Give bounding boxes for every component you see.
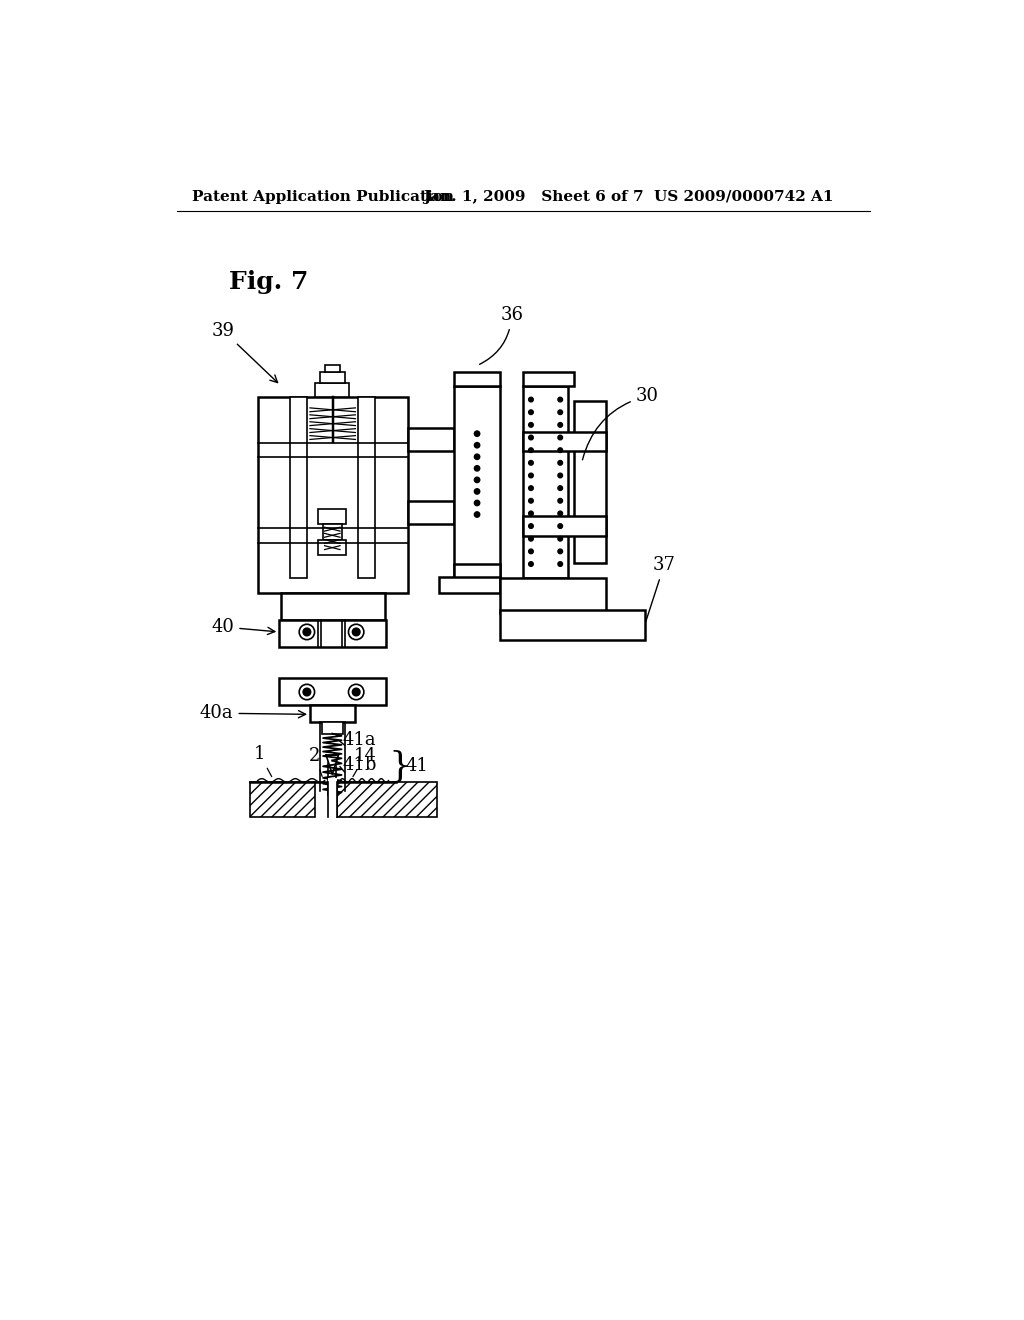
Bar: [328, 779, 337, 817]
Circle shape: [558, 562, 562, 566]
Circle shape: [299, 684, 314, 700]
Text: 41a: 41a: [342, 731, 376, 748]
Circle shape: [528, 562, 534, 566]
Circle shape: [303, 688, 310, 696]
Circle shape: [348, 684, 364, 700]
Circle shape: [558, 511, 562, 516]
Text: 2: 2: [309, 747, 323, 776]
Text: 30: 30: [583, 387, 658, 459]
Bar: [258, 397, 408, 594]
Circle shape: [558, 397, 562, 401]
Circle shape: [558, 549, 562, 553]
Circle shape: [474, 477, 480, 483]
Circle shape: [528, 473, 534, 478]
Circle shape: [474, 488, 480, 494]
Circle shape: [528, 486, 534, 491]
Bar: [358, 397, 376, 578]
Circle shape: [352, 688, 360, 696]
Bar: [318, 540, 346, 554]
Text: Fig. 7: Fig. 7: [229, 269, 308, 293]
Circle shape: [528, 511, 534, 516]
Bar: [323, 524, 342, 540]
Bar: [454, 564, 500, 578]
Text: Patent Application Publication: Patent Application Publication: [193, 190, 455, 203]
Text: 40: 40: [211, 618, 274, 636]
Circle shape: [528, 536, 534, 541]
Circle shape: [474, 512, 480, 517]
Text: Jan. 1, 2009   Sheet 6 of 7: Jan. 1, 2009 Sheet 6 of 7: [423, 190, 644, 203]
Bar: [318, 508, 346, 524]
Circle shape: [474, 432, 480, 437]
Circle shape: [528, 524, 534, 528]
Circle shape: [558, 411, 562, 414]
Circle shape: [558, 447, 562, 453]
Text: 36: 36: [479, 306, 523, 364]
Bar: [523, 372, 574, 385]
Circle shape: [348, 624, 364, 640]
Circle shape: [528, 397, 534, 401]
Circle shape: [474, 454, 480, 459]
Circle shape: [352, 628, 360, 636]
Bar: [290, 397, 307, 578]
Bar: [523, 516, 606, 536]
Circle shape: [528, 461, 534, 465]
Bar: [325, 364, 340, 372]
Bar: [315, 383, 349, 397]
Text: US 2009/0000742 A1: US 2009/0000742 A1: [654, 190, 834, 203]
Text: 1: 1: [254, 744, 271, 776]
Bar: [280, 678, 386, 705]
Circle shape: [528, 499, 534, 503]
Bar: [280, 620, 386, 647]
Bar: [523, 432, 606, 451]
Text: 39: 39: [211, 322, 278, 383]
Circle shape: [528, 447, 534, 453]
Circle shape: [558, 499, 562, 503]
Circle shape: [474, 466, 480, 471]
Circle shape: [528, 436, 534, 440]
Text: 14: 14: [353, 747, 377, 776]
Bar: [322, 722, 343, 734]
Circle shape: [528, 422, 534, 428]
Circle shape: [558, 473, 562, 478]
Bar: [454, 385, 500, 578]
Text: 37: 37: [646, 556, 676, 622]
Text: }: }: [388, 750, 412, 783]
Bar: [408, 428, 454, 451]
Bar: [454, 372, 500, 385]
Bar: [438, 577, 500, 594]
Bar: [523, 385, 568, 578]
Bar: [250, 781, 315, 817]
Text: 41b: 41b: [342, 756, 377, 774]
Circle shape: [558, 486, 562, 491]
Circle shape: [558, 436, 562, 440]
Bar: [319, 372, 345, 383]
Polygon shape: [326, 755, 339, 775]
Text: 40a: 40a: [200, 704, 305, 722]
Text: 41: 41: [406, 758, 428, 775]
Circle shape: [528, 549, 534, 553]
Circle shape: [558, 422, 562, 428]
Bar: [500, 610, 645, 640]
Bar: [500, 578, 606, 612]
Circle shape: [303, 628, 310, 636]
Circle shape: [558, 461, 562, 465]
Bar: [281, 594, 385, 620]
Circle shape: [558, 536, 562, 541]
Circle shape: [528, 411, 534, 414]
Circle shape: [558, 524, 562, 528]
Bar: [408, 502, 454, 524]
Bar: [574, 401, 606, 562]
Circle shape: [474, 500, 480, 506]
Bar: [310, 705, 355, 722]
Circle shape: [299, 624, 314, 640]
Bar: [337, 781, 437, 817]
Circle shape: [474, 442, 480, 447]
